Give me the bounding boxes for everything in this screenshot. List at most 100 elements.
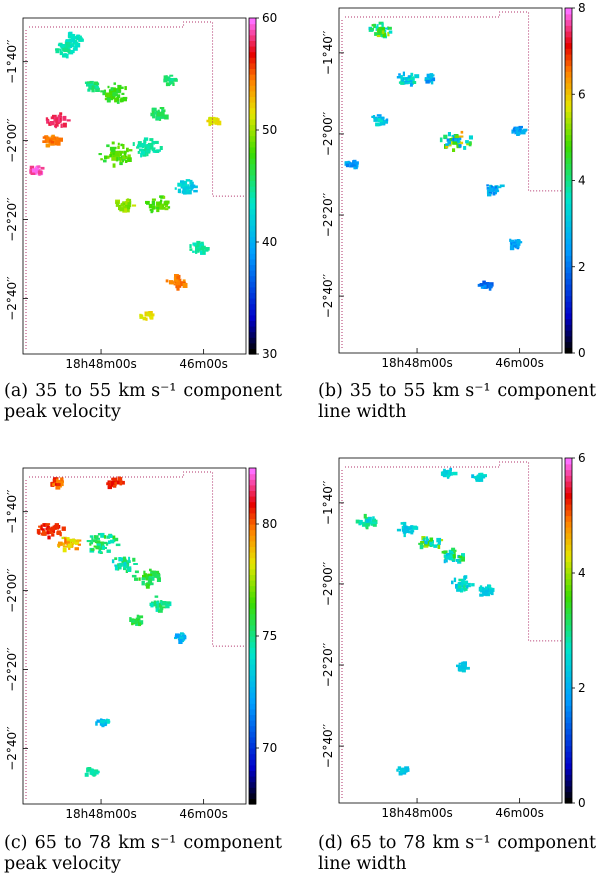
map-pixel — [453, 554, 456, 559]
map-pixel — [50, 135, 54, 138]
map-pixel — [45, 138, 49, 143]
colorbar-segment — [565, 527, 572, 534]
map-pixel — [211, 116, 216, 120]
map-pixel — [408, 527, 414, 530]
map-pixel — [154, 150, 160, 153]
colorbar-segment — [249, 776, 256, 783]
map-pixel — [160, 199, 163, 203]
colorbar-segment — [249, 68, 256, 75]
y-tick-label: −2°40′′ — [321, 724, 335, 769]
map-pixel — [115, 97, 120, 101]
colorbar-segment — [565, 134, 572, 141]
map-pixel — [70, 543, 74, 548]
caption-a-unit: km s⁻¹ — [118, 381, 177, 401]
map-pixel — [371, 115, 375, 118]
map-pixel — [61, 536, 65, 540]
colorbar-segment — [249, 636, 256, 643]
colorbar-segment — [565, 762, 572, 770]
colorbar-segment — [565, 226, 572, 233]
survey-outline — [341, 461, 562, 799]
map-pixel — [173, 78, 178, 82]
colorbar-segment — [249, 46, 256, 53]
map-pixel — [60, 123, 63, 128]
colorbar-segment — [565, 220, 572, 228]
map-pixel — [436, 537, 442, 543]
caption-c-word4: component — [183, 833, 282, 853]
colorbar-segment — [249, 501, 256, 508]
map-pixel — [445, 556, 449, 560]
map-pixel — [56, 530, 62, 535]
map-pixel — [132, 557, 136, 562]
map-pixel — [132, 619, 137, 623]
map-pixel — [201, 245, 206, 250]
map-pixel — [401, 528, 405, 532]
map-pixel — [115, 201, 119, 204]
map-pixel — [448, 140, 453, 145]
colorbar-segment — [565, 642, 572, 649]
map-pixel — [159, 107, 165, 110]
colorbar-segment — [249, 518, 256, 525]
colorbar-segment — [565, 561, 572, 568]
x-tick-label: 46m00s — [495, 356, 543, 370]
colorbar-segment — [565, 711, 572, 718]
map-pixel — [214, 121, 219, 125]
colorbar-tick-label: 70 — [262, 741, 277, 755]
caption-c-unit: km s⁻¹ — [118, 833, 177, 853]
colorbar-segment — [249, 546, 256, 553]
colorbar-segment — [565, 88, 572, 95]
map-pixel — [488, 285, 493, 289]
map-pixel — [131, 622, 134, 626]
map-pixel — [469, 141, 472, 145]
colorbar-segment — [249, 242, 256, 249]
map-pixel — [488, 190, 492, 196]
y-tick-label: −2°00′′ — [321, 111, 335, 156]
map-pixel — [142, 316, 147, 321]
map-pixel — [355, 519, 360, 524]
colorbar-segment — [565, 25, 572, 32]
map-pixel — [168, 280, 174, 285]
map-pixel — [118, 86, 121, 92]
map-pixel — [185, 187, 190, 192]
map-pixel — [202, 250, 206, 255]
colorbar-segment — [565, 31, 572, 38]
colorbar-segment — [249, 630, 256, 637]
map-a — [29, 31, 222, 321]
colorbar-segment — [565, 521, 572, 528]
colorbar-segment — [249, 29, 256, 36]
map-pixel — [482, 474, 487, 478]
colorbar-segment — [565, 682, 572, 689]
x-tick-label: 18h48m00s — [381, 806, 452, 820]
map-pixel — [145, 149, 151, 153]
map-pixel — [143, 137, 149, 141]
map-pixel — [76, 35, 79, 40]
map-pixel — [117, 476, 121, 481]
map-pixel — [481, 475, 486, 479]
map-pixel — [57, 479, 61, 483]
map-pixel — [479, 585, 483, 590]
colorbar-segment — [565, 192, 572, 199]
map-pixel — [451, 580, 454, 585]
colorbar-segment — [249, 342, 256, 349]
map-pixel — [138, 577, 141, 581]
colorbar-segment — [565, 780, 572, 787]
map-pixel — [425, 79, 430, 84]
colorbar-segment — [249, 714, 256, 721]
map-pixel — [465, 140, 469, 144]
map-pixel — [158, 603, 162, 608]
colorbar-segment — [249, 74, 256, 81]
x-tick-label: 46m00s — [179, 807, 227, 821]
colorbar-segment — [565, 36, 572, 44]
map-pixel — [100, 158, 103, 161]
colorbar-segment — [565, 8, 572, 15]
caption-a-word1: 35 — [35, 381, 58, 401]
map-pixel — [106, 144, 110, 148]
colorbar-segment — [565, 601, 572, 609]
caption-b: (b) 35 to 55 km s⁻¹ component line width — [318, 381, 596, 423]
map-pixel — [515, 127, 519, 133]
map-pixel — [62, 53, 67, 58]
colorbar-segment — [249, 40, 256, 47]
map-pixel — [145, 144, 149, 148]
map-pixel — [445, 143, 449, 146]
map-pixel — [94, 535, 99, 540]
